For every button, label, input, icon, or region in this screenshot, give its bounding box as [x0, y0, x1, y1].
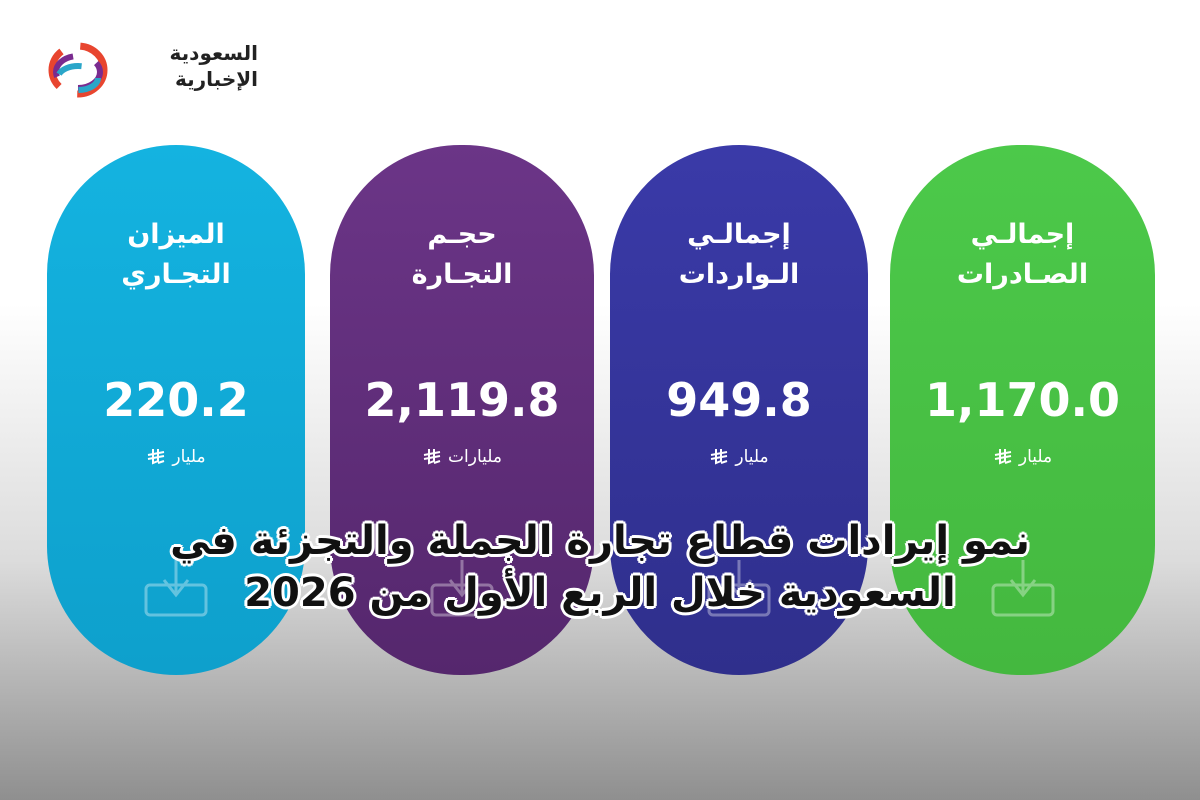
riyal-symbol	[711, 449, 728, 465]
headline: نمو إيرادات قطاع تجارة الجملة والتجزئة ف…	[0, 515, 1200, 619]
card-title-line: التجـارة	[411, 259, 513, 290]
card: الميزان التجـاري 220.2 مليار	[47, 145, 305, 675]
headline-line: نمو إيرادات قطاع تجارة الجملة والتجزئة ف…	[170, 518, 1030, 564]
riyal-symbol	[423, 449, 441, 465]
card-title: الميزان التجـاري	[47, 215, 305, 295]
logo: السعودية الإخبارية	[48, 38, 258, 102]
card-icon-wrap	[136, 555, 216, 629]
unit-label: مليار	[172, 447, 206, 467]
card-icon-wrap	[699, 555, 779, 629]
card-title-line: التجـاري	[121, 259, 231, 290]
card-title-line: الصـادرات	[956, 259, 1089, 290]
card-icon	[430, 560, 494, 617]
card-icon	[707, 560, 771, 617]
unit-label: مليارات	[448, 447, 502, 467]
headline-line: السعودية خلال الربع الأول من 2026	[244, 570, 956, 616]
card-value: 949.8	[666, 373, 812, 427]
card-unit: مليار	[47, 447, 305, 467]
card-title: حجـم التجـارة	[330, 215, 594, 295]
unit-label: مليار	[735, 447, 769, 467]
card-title-line: إجمالـي	[970, 219, 1075, 250]
card-title-line: الـواردات	[678, 259, 800, 290]
card: إجمالـي الصـادرات 1,170.0 مليار	[890, 145, 1155, 675]
logo-mark	[48, 42, 108, 98]
card-title: إجمالـي الصـادرات	[890, 215, 1155, 295]
unit-label: مليار	[1018, 447, 1053, 467]
riyal-symbol	[148, 449, 165, 465]
card-title-line: إجمالـي	[687, 219, 791, 250]
card-value: 1,170.0	[925, 373, 1120, 427]
card: حجـم التجـارة 2,119.8 مليارات	[330, 145, 594, 675]
logo-line: الإخبارية	[175, 67, 258, 91]
card-unit: مليارات	[330, 447, 594, 467]
card-title: إجمالـي الـواردات	[610, 215, 868, 295]
logo-line: السعودية	[169, 41, 258, 65]
card-title-line: حجـم	[427, 219, 497, 250]
card-value: 220.2	[103, 373, 249, 427]
card: إجمالـي الـواردات 949.8 مليار	[610, 145, 868, 675]
card-icon	[991, 560, 1054, 617]
card-unit: مليار	[610, 447, 868, 467]
card-icon-wrap	[983, 555, 1063, 629]
card-icon	[144, 560, 208, 617]
card-value: 2,119.8	[364, 373, 560, 427]
card-icon-wrap	[422, 555, 502, 629]
riyal-symbol	[994, 449, 1012, 465]
card-unit: مليار	[890, 447, 1155, 467]
card-title-line: الميزان	[127, 219, 225, 250]
